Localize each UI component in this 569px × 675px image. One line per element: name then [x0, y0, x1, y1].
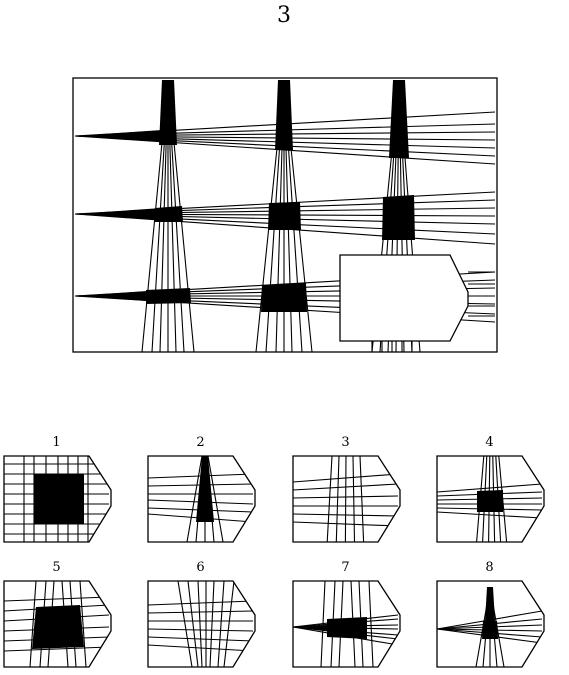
matrix-figure	[72, 77, 498, 353]
option-content	[293, 581, 399, 667]
option-line	[197, 581, 203, 667]
option-line	[217, 581, 225, 667]
option-line	[207, 456, 224, 542]
option-label: 7	[341, 560, 349, 575]
option-label: 4	[485, 435, 493, 450]
option-line	[209, 581, 215, 667]
option-line	[4, 596, 110, 602]
option-label: 2	[196, 435, 204, 450]
option-fill	[32, 605, 84, 649]
matrix-beams	[74, 79, 496, 353]
option-content	[4, 456, 109, 542]
option-line	[148, 600, 254, 606]
option-2: 2	[147, 435, 256, 543]
option-fill	[485, 587, 495, 621]
intersection-fill	[268, 202, 301, 230]
beam-apex-wedge	[75, 130, 162, 142]
option-7: 7	[292, 560, 401, 668]
intersection-fill	[159, 80, 177, 145]
option-line	[326, 456, 333, 542]
option-content	[4, 581, 110, 667]
option-line	[186, 456, 203, 542]
missing-piece-slot	[339, 254, 495, 352]
option-label: 5	[52, 560, 60, 575]
intersection-fill	[261, 283, 307, 312]
option-fill	[482, 621, 498, 639]
option-line	[177, 581, 193, 667]
option-fill	[196, 456, 214, 522]
option-fill	[327, 617, 367, 639]
option-line	[79, 581, 87, 667]
option-3: 3	[292, 435, 401, 543]
option-8: 8	[436, 560, 545, 668]
option-label: 3	[341, 435, 349, 450]
option-frame	[147, 580, 256, 668]
option-line	[368, 581, 374, 667]
option-content	[293, 456, 399, 542]
option-5: 5	[3, 560, 112, 668]
option-1: 1	[3, 435, 112, 543]
option-content	[148, 581, 254, 667]
option-label: 1	[52, 435, 60, 450]
option-fill	[477, 490, 503, 512]
option-line	[187, 581, 199, 667]
option-line	[335, 456, 340, 542]
option-frame	[292, 455, 401, 543]
option-line	[344, 456, 347, 542]
option-4: 4	[436, 435, 545, 543]
option-line	[29, 581, 37, 667]
option-fill	[293, 625, 327, 631]
option-line	[4, 646, 110, 652]
answer-options: 1 2 3 4 5 6 7 8	[3, 435, 545, 668]
option-label: 8	[485, 560, 493, 575]
option-line	[148, 644, 254, 652]
option-content	[148, 456, 254, 542]
option-6: 6	[147, 560, 256, 668]
option-label: 6	[196, 560, 204, 575]
beam-apex-wedge	[75, 208, 162, 220]
intersection-fill	[382, 195, 415, 240]
intersection-fill	[389, 80, 409, 158]
option-content	[437, 456, 543, 542]
option-line	[148, 610, 254, 614]
option-content	[437, 586, 543, 667]
option-line	[223, 581, 235, 667]
missing-piece-outline	[339, 254, 469, 342]
option-line	[352, 456, 356, 542]
option-fill	[34, 474, 84, 524]
beam-apex-wedge	[75, 290, 162, 302]
option-line	[320, 581, 326, 667]
puzzle-number: 3	[277, 3, 291, 28]
intersection-fill	[275, 80, 293, 150]
option-line	[359, 456, 365, 542]
